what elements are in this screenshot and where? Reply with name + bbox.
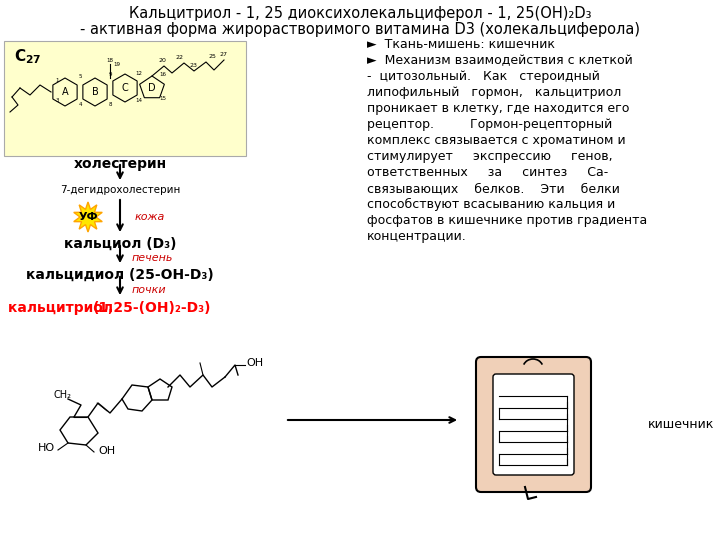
Text: ►  Ткань-мишень: кишечник: ► Ткань-мишень: кишечник — [367, 38, 555, 51]
Text: липофильный   гормон,   кальцитриол: липофильный гормон, кальцитриол — [367, 86, 621, 99]
Text: 18: 18 — [107, 58, 114, 63]
Text: проникает в клетку, где находится его: проникает в клетку, где находится его — [367, 102, 629, 115]
Text: -  цитозольный.   Как   стероидный: - цитозольный. Как стероидный — [367, 70, 600, 83]
Text: 3: 3 — [55, 98, 59, 103]
Polygon shape — [73, 202, 102, 232]
Text: кальциол (D₃): кальциол (D₃) — [64, 237, 176, 251]
Text: кожа: кожа — [135, 212, 166, 222]
Text: УФ: УФ — [78, 212, 98, 222]
FancyBboxPatch shape — [476, 357, 591, 492]
Text: кишечник: кишечник — [648, 418, 714, 431]
Text: - активная форма жирорастворимого витамина D3 (холекальциферола): - активная форма жирорастворимого витами… — [80, 22, 640, 37]
Text: 12: 12 — [135, 71, 143, 76]
Text: 22: 22 — [176, 55, 184, 60]
Text: 15: 15 — [160, 96, 166, 101]
Text: ответственных     за     синтез     Са-: ответственных за синтез Са- — [367, 166, 608, 179]
Text: стимулирует     экспрессию     генов,: стимулирует экспрессию генов, — [367, 150, 613, 163]
Text: A: A — [62, 87, 68, 97]
Text: кальцидиол (25-ОН-D₃): кальцидиол (25-ОН-D₃) — [26, 268, 214, 282]
Text: комплекс связывается с хроматином и: комплекс связывается с хроматином и — [367, 134, 626, 147]
Text: B: B — [91, 87, 99, 97]
Text: 25: 25 — [208, 54, 216, 59]
Text: рецептор.         Гормон-рецепторный: рецептор. Гормон-рецепторный — [367, 118, 612, 131]
Text: связывающих    белков.    Эти    белки: связывающих белков. Эти белки — [367, 182, 620, 195]
Text: почки: почки — [132, 285, 166, 295]
Text: 27: 27 — [220, 52, 228, 57]
Text: ►  Механизм взаимодействия с клеткой: ► Механизм взаимодействия с клеткой — [367, 54, 633, 67]
Text: способствуют всасыванию кальция и: способствуют всасыванию кальция и — [367, 198, 616, 211]
Text: CH₂: CH₂ — [54, 390, 72, 400]
Text: C: C — [122, 83, 128, 93]
Text: 1: 1 — [55, 78, 59, 83]
Text: (1,25-(ОН)₂-D₃): (1,25-(ОН)₂-D₃) — [93, 301, 212, 315]
Text: концентрации.: концентрации. — [367, 230, 467, 243]
Text: OH: OH — [98, 446, 115, 456]
Text: 14: 14 — [135, 98, 143, 103]
Text: кальцитриол: кальцитриол — [8, 301, 118, 315]
Text: 19: 19 — [114, 62, 120, 67]
Text: 4: 4 — [78, 102, 82, 107]
Text: 9: 9 — [108, 72, 112, 77]
Text: $\mathbf{C_{27}}$: $\mathbf{C_{27}}$ — [14, 47, 42, 66]
Text: OH: OH — [246, 358, 263, 368]
Text: 20: 20 — [158, 58, 166, 63]
Text: 7-дегидрохолестерин: 7-дегидрохолестерин — [60, 185, 180, 195]
Text: печень: печень — [132, 253, 174, 263]
Text: 16: 16 — [160, 72, 166, 77]
Text: холестерин: холестерин — [73, 157, 166, 171]
Text: HO: HO — [37, 443, 55, 453]
Text: 8: 8 — [108, 102, 112, 107]
Text: D: D — [148, 83, 156, 93]
Text: 5: 5 — [78, 74, 82, 79]
Text: 23: 23 — [190, 63, 198, 68]
FancyBboxPatch shape — [4, 41, 246, 156]
Text: фосфатов в кишечнике против градиента: фосфатов в кишечнике против градиента — [367, 214, 647, 227]
FancyBboxPatch shape — [493, 374, 574, 475]
Text: Кальцитриол - 1, 25 диоксихолекальциферол - 1, 25(ОН)₂D₃: Кальцитриол - 1, 25 диоксихолекальциферо… — [129, 6, 591, 21]
